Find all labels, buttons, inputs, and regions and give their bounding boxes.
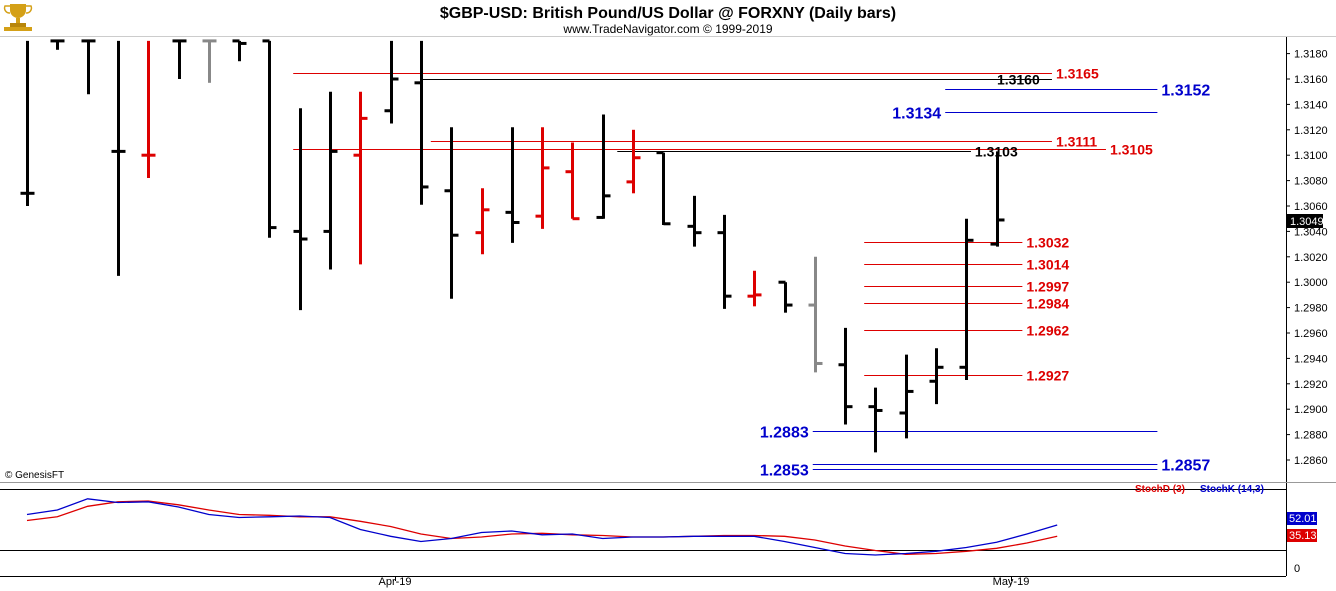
ohlc-bar bbox=[20, 40, 35, 206]
price-tick-label: 1.2920 bbox=[1294, 379, 1328, 391]
level-label: 1.2927 bbox=[1026, 368, 1069, 384]
ohlc-bar bbox=[505, 127, 520, 243]
stochd-line bbox=[26, 500, 1058, 555]
stochk-value: 52.01 bbox=[1289, 513, 1317, 525]
price-tick-label: 1.2940 bbox=[1294, 353, 1328, 365]
ohlc-bar bbox=[444, 127, 459, 299]
price-tick-label: 1.3020 bbox=[1294, 252, 1328, 264]
ohlc-bar bbox=[111, 40, 126, 276]
ohlc-bar bbox=[293, 108, 308, 311]
price-tick-label: 1.3100 bbox=[1294, 150, 1328, 162]
price-tick-label: 1.3120 bbox=[1294, 125, 1328, 137]
stoch-value-tags: 52.01 35.13 0 bbox=[1287, 512, 1317, 575]
legend-stochd: StochD (3) bbox=[1135, 484, 1185, 495]
level-label: 1.2997 bbox=[1026, 279, 1069, 295]
price-axis: 1.3180 1.3160 1.3140 1.3120 1.3100 1.3080 1.30… bbox=[1286, 49, 1328, 467]
ohlc-bar bbox=[687, 195, 702, 247]
ohlc-bar bbox=[202, 39, 217, 83]
ohlc-bar bbox=[353, 91, 368, 265]
price-tick-label: 1.3060 bbox=[1294, 201, 1328, 213]
ohlc-bars bbox=[20, 39, 1005, 453]
price-tick-label: 1.3080 bbox=[1294, 176, 1328, 188]
level-label: 1.3134 bbox=[892, 106, 941, 123]
level-label: 1.3111 bbox=[1056, 134, 1097, 150]
price-tick-label: 1.2980 bbox=[1294, 303, 1328, 315]
chart-title: $GBP-USD: British Pound/US Dollar @ FORX… bbox=[440, 5, 896, 22]
price-tick-label: 1.2880 bbox=[1294, 430, 1328, 442]
trophy-icon bbox=[3, 4, 33, 31]
ohlc-bar bbox=[808, 256, 823, 373]
ohlc-bar bbox=[232, 39, 247, 62]
watermark: © GenesisFT bbox=[5, 470, 64, 481]
ohlc-bar bbox=[868, 387, 883, 453]
ohlc-bar bbox=[747, 270, 762, 307]
ohlc-bar bbox=[990, 151, 1005, 247]
ohlc-bar bbox=[626, 129, 641, 194]
ohlc-bar bbox=[384, 40, 399, 124]
x-axis: Apr-19 May-19 bbox=[378, 576, 1029, 588]
level-label: 1.3032 bbox=[1026, 235, 1069, 251]
level-label: 1.3165 bbox=[1056, 66, 1099, 82]
level-label: 1.3152 bbox=[1161, 83, 1210, 100]
ohlc-bar bbox=[323, 91, 338, 270]
stoch-legend: StochD (3) StochK (14,3) bbox=[1135, 484, 1264, 495]
level-label: 1.2962 bbox=[1026, 323, 1069, 339]
price-tick-label: 1.2900 bbox=[1294, 404, 1328, 416]
level-label: 1.3105 bbox=[1110, 142, 1153, 158]
ohlc-bar bbox=[656, 151, 671, 226]
x-label-may: May-19 bbox=[993, 576, 1030, 588]
stochd-value: 35.13 bbox=[1289, 530, 1317, 542]
ohlc-bar bbox=[50, 39, 65, 50]
price-tick-label: 1.3140 bbox=[1294, 99, 1328, 111]
legend-stochk: StochK (14,3) bbox=[1200, 484, 1264, 495]
price-tick-label: 1.3000 bbox=[1294, 277, 1328, 289]
price-tick-label: 1.2860 bbox=[1294, 455, 1328, 467]
ohlc-bar bbox=[262, 39, 277, 238]
panel-frames bbox=[0, 36, 1336, 577]
header: $GBP-USD: British Pound/US Dollar @ FORX… bbox=[3, 4, 896, 36]
ohlc-bar bbox=[778, 280, 793, 313]
level-label: 1.3014 bbox=[1026, 257, 1069, 273]
support-resistance-levels: 1.31651.31601.31521.31341.31111.31051.31… bbox=[293, 66, 1210, 480]
price-tick-label: 1.2960 bbox=[1294, 328, 1328, 340]
stochk-line bbox=[26, 498, 1058, 556]
level-label: 1.2883 bbox=[760, 425, 809, 442]
ohlc-bar bbox=[838, 327, 853, 425]
chart-subtitle: www.TradeNavigator.com © 1999-2019 bbox=[562, 22, 772, 36]
ohlc-bar bbox=[596, 114, 611, 219]
ohlc-bar bbox=[959, 218, 974, 380]
stoch-axis-zero: 0 bbox=[1294, 563, 1300, 575]
ohlc-bar bbox=[141, 40, 156, 179]
ohlc-bar bbox=[929, 348, 944, 405]
ohlc-bar bbox=[535, 127, 550, 229]
price-tick-label: 1.3040 bbox=[1294, 226, 1328, 238]
last-price-value: 1.3049 bbox=[1290, 216, 1324, 228]
level-label: 1.3160 bbox=[997, 72, 1040, 88]
level-label: 1.2853 bbox=[760, 463, 809, 480]
stochastic-panel bbox=[26, 498, 1058, 556]
price-tick-label: 1.3160 bbox=[1294, 74, 1328, 86]
last-price-tag: 1.3049 bbox=[1287, 214, 1324, 228]
x-label-apr: Apr-19 bbox=[378, 576, 411, 588]
level-label: 1.2857 bbox=[1161, 458, 1210, 475]
level-label: 1.2984 bbox=[1026, 296, 1069, 312]
ohlc-bar bbox=[475, 188, 490, 255]
ohlc-bar bbox=[414, 40, 429, 205]
ohlc-bar bbox=[565, 142, 580, 221]
ohlc-bar bbox=[899, 354, 914, 439]
ohlc-bar bbox=[172, 39, 187, 79]
price-tick-label: 1.3180 bbox=[1294, 49, 1328, 61]
ohlc-bar bbox=[717, 214, 732, 309]
ohlc-bar bbox=[81, 39, 96, 95]
